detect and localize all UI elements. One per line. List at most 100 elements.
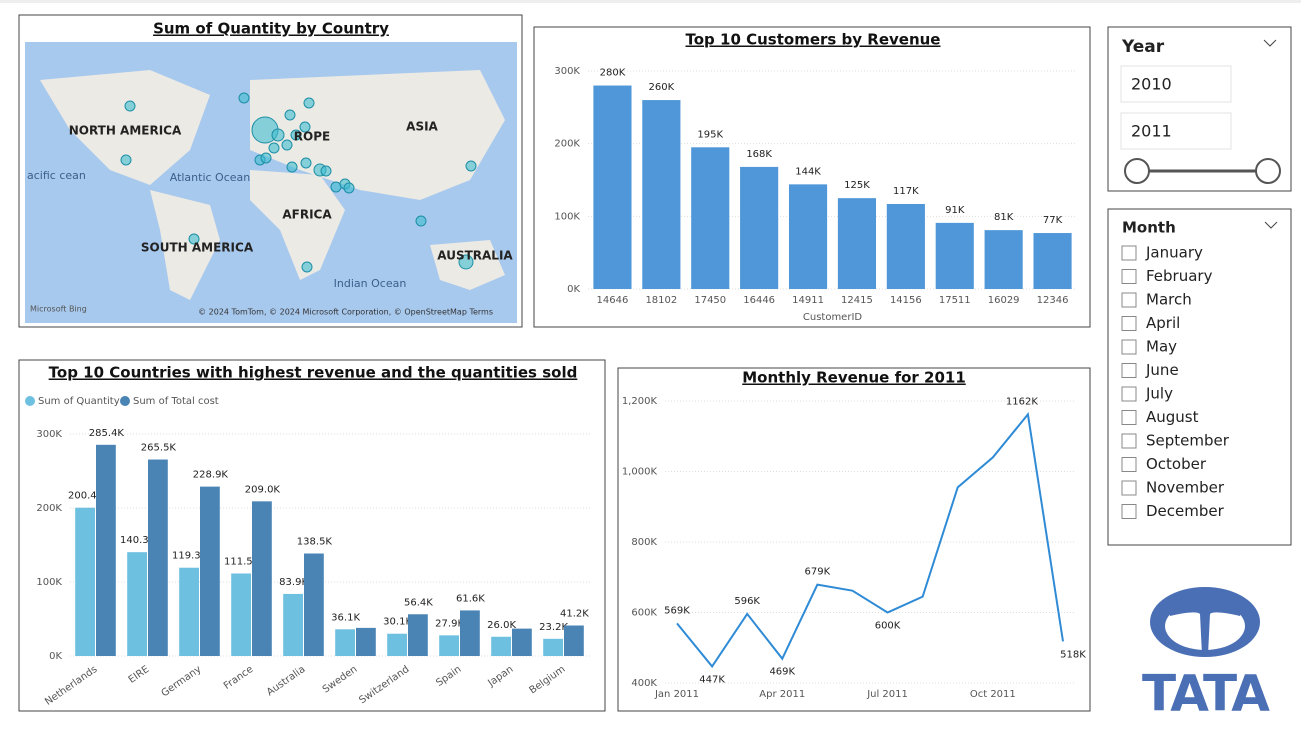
bar [96, 444, 116, 656]
month-item: February [1146, 267, 1213, 285]
map-label: acific cean [27, 169, 86, 182]
map-bubbles [120, 92, 477, 273]
bar [564, 625, 584, 656]
bar [837, 198, 877, 289]
x-tick-label: 18102 [645, 295, 677, 306]
chevron[interactable] [1263, 39, 1277, 47]
x-tick-label: 12346 [1037, 295, 1069, 306]
checkbox[interactable] [1121, 480, 1137, 496]
top-bar [0, 0, 1301, 3]
bar [75, 507, 95, 656]
chart-title: Monthly Revenue for 2011 [742, 369, 966, 387]
map-title: Sum of Quantity by Country [153, 20, 389, 38]
map-label: Atlantic Ocean [170, 171, 251, 184]
x-tick-label: 14646 [597, 295, 629, 306]
value-label: 569K [664, 605, 690, 616]
x-tick-label: 16029 [988, 295, 1020, 306]
x-tick-label: Jan 2011 [654, 689, 699, 700]
bar [740, 166, 779, 289]
bar [231, 573, 251, 656]
value-label: 447K [699, 674, 725, 685]
map-label: ROPE [294, 130, 330, 144]
bar [304, 553, 324, 656]
value-label: 469K [769, 667, 795, 678]
value-label: 168K [746, 149, 772, 160]
y-tick-label: 0K [567, 284, 580, 295]
bar [491, 636, 511, 656]
map-label: NORTH AMERICA [69, 124, 182, 138]
checkbox[interactable] [1121, 316, 1137, 331]
month-item: August [1146, 408, 1199, 426]
x-tick-label: Jul 2011 [866, 689, 908, 700]
y-tick-label: 200K [554, 139, 580, 150]
bar [593, 85, 632, 290]
logo-mark [1168, 601, 1242, 655]
value-label: 265.5K [141, 443, 177, 454]
value-label: 144K [795, 166, 821, 177]
chevron[interactable] [1264, 221, 1278, 229]
y-tick-label: 1,200K [622, 396, 658, 407]
y-tick-label: 0K [49, 651, 62, 662]
land [250, 170, 345, 280]
year-value: 2011 [1131, 122, 1172, 141]
value-label: 518K [1060, 649, 1086, 660]
bar [512, 628, 532, 656]
checkbox[interactable] [1121, 292, 1137, 308]
value-label: 228.9K [193, 470, 229, 481]
value-label: 140.3K [120, 535, 156, 546]
bar [356, 627, 376, 656]
tata-logo: TATA [1142, 587, 1272, 723]
slider-handle[interactable] [1255, 158, 1281, 184]
month-list: January February March April May June July Augu… [1121, 244, 1230, 520]
y-tick-label: 400K [631, 678, 657, 689]
y-tick-label: 200K [36, 503, 62, 514]
value-label: 41.2K [560, 609, 589, 620]
y-tick-label: 800K [631, 537, 657, 548]
slicer-title: Year [1121, 37, 1165, 57]
value-label: 200.4K [68, 491, 104, 502]
bar [984, 230, 1023, 289]
value-label: 125K [844, 180, 870, 191]
bar [179, 567, 199, 656]
checkbox[interactable] [1121, 410, 1137, 425]
bar [148, 459, 168, 656]
checkbox[interactable] [1121, 504, 1137, 519]
year-box[interactable] [1120, 65, 1232, 103]
bar [642, 100, 681, 289]
chart-panel [617, 367, 1091, 712]
value-label: 260K [649, 82, 675, 93]
x-tick-label: 16446 [743, 295, 775, 306]
month-item: March [1146, 291, 1192, 309]
map-label: Indian Ocean [334, 277, 407, 290]
year-box[interactable] [1120, 112, 1232, 150]
month-slicer [1107, 208, 1292, 546]
bar [200, 486, 220, 656]
x-tick-label: 12415 [841, 295, 873, 306]
slider-handle[interactable] [1124, 158, 1150, 184]
map-attribution[interactable]: © 2024 TomTom, © 2024 Microsoft Corporat… [198, 308, 493, 317]
chart-title: Top 10 Countries with highest revenue an… [49, 364, 578, 382]
checkbox[interactable] [1121, 386, 1137, 402]
checkbox[interactable] [1121, 339, 1137, 355]
checkbox[interactable] [1121, 433, 1137, 449]
value-label: 209.0K [245, 484, 281, 495]
checkbox[interactable] [1121, 245, 1137, 261]
checkbox[interactable] [1121, 363, 1137, 378]
bar [788, 184, 828, 289]
bar [408, 614, 428, 656]
month-item: September [1146, 432, 1230, 450]
bar [439, 635, 459, 656]
value-label: 77K [1043, 215, 1063, 226]
month-item: May [1146, 338, 1177, 356]
value-label: 30.1K [383, 617, 412, 628]
bar [335, 629, 355, 656]
land [40, 70, 210, 185]
checkbox[interactable] [1121, 457, 1137, 472]
value-label: 119.3K [172, 551, 208, 562]
land [150, 190, 220, 300]
bar [283, 593, 303, 656]
value-label: 596K [734, 596, 760, 607]
checkbox[interactable] [1121, 269, 1137, 284]
y-tick-label: 300K [36, 429, 62, 440]
